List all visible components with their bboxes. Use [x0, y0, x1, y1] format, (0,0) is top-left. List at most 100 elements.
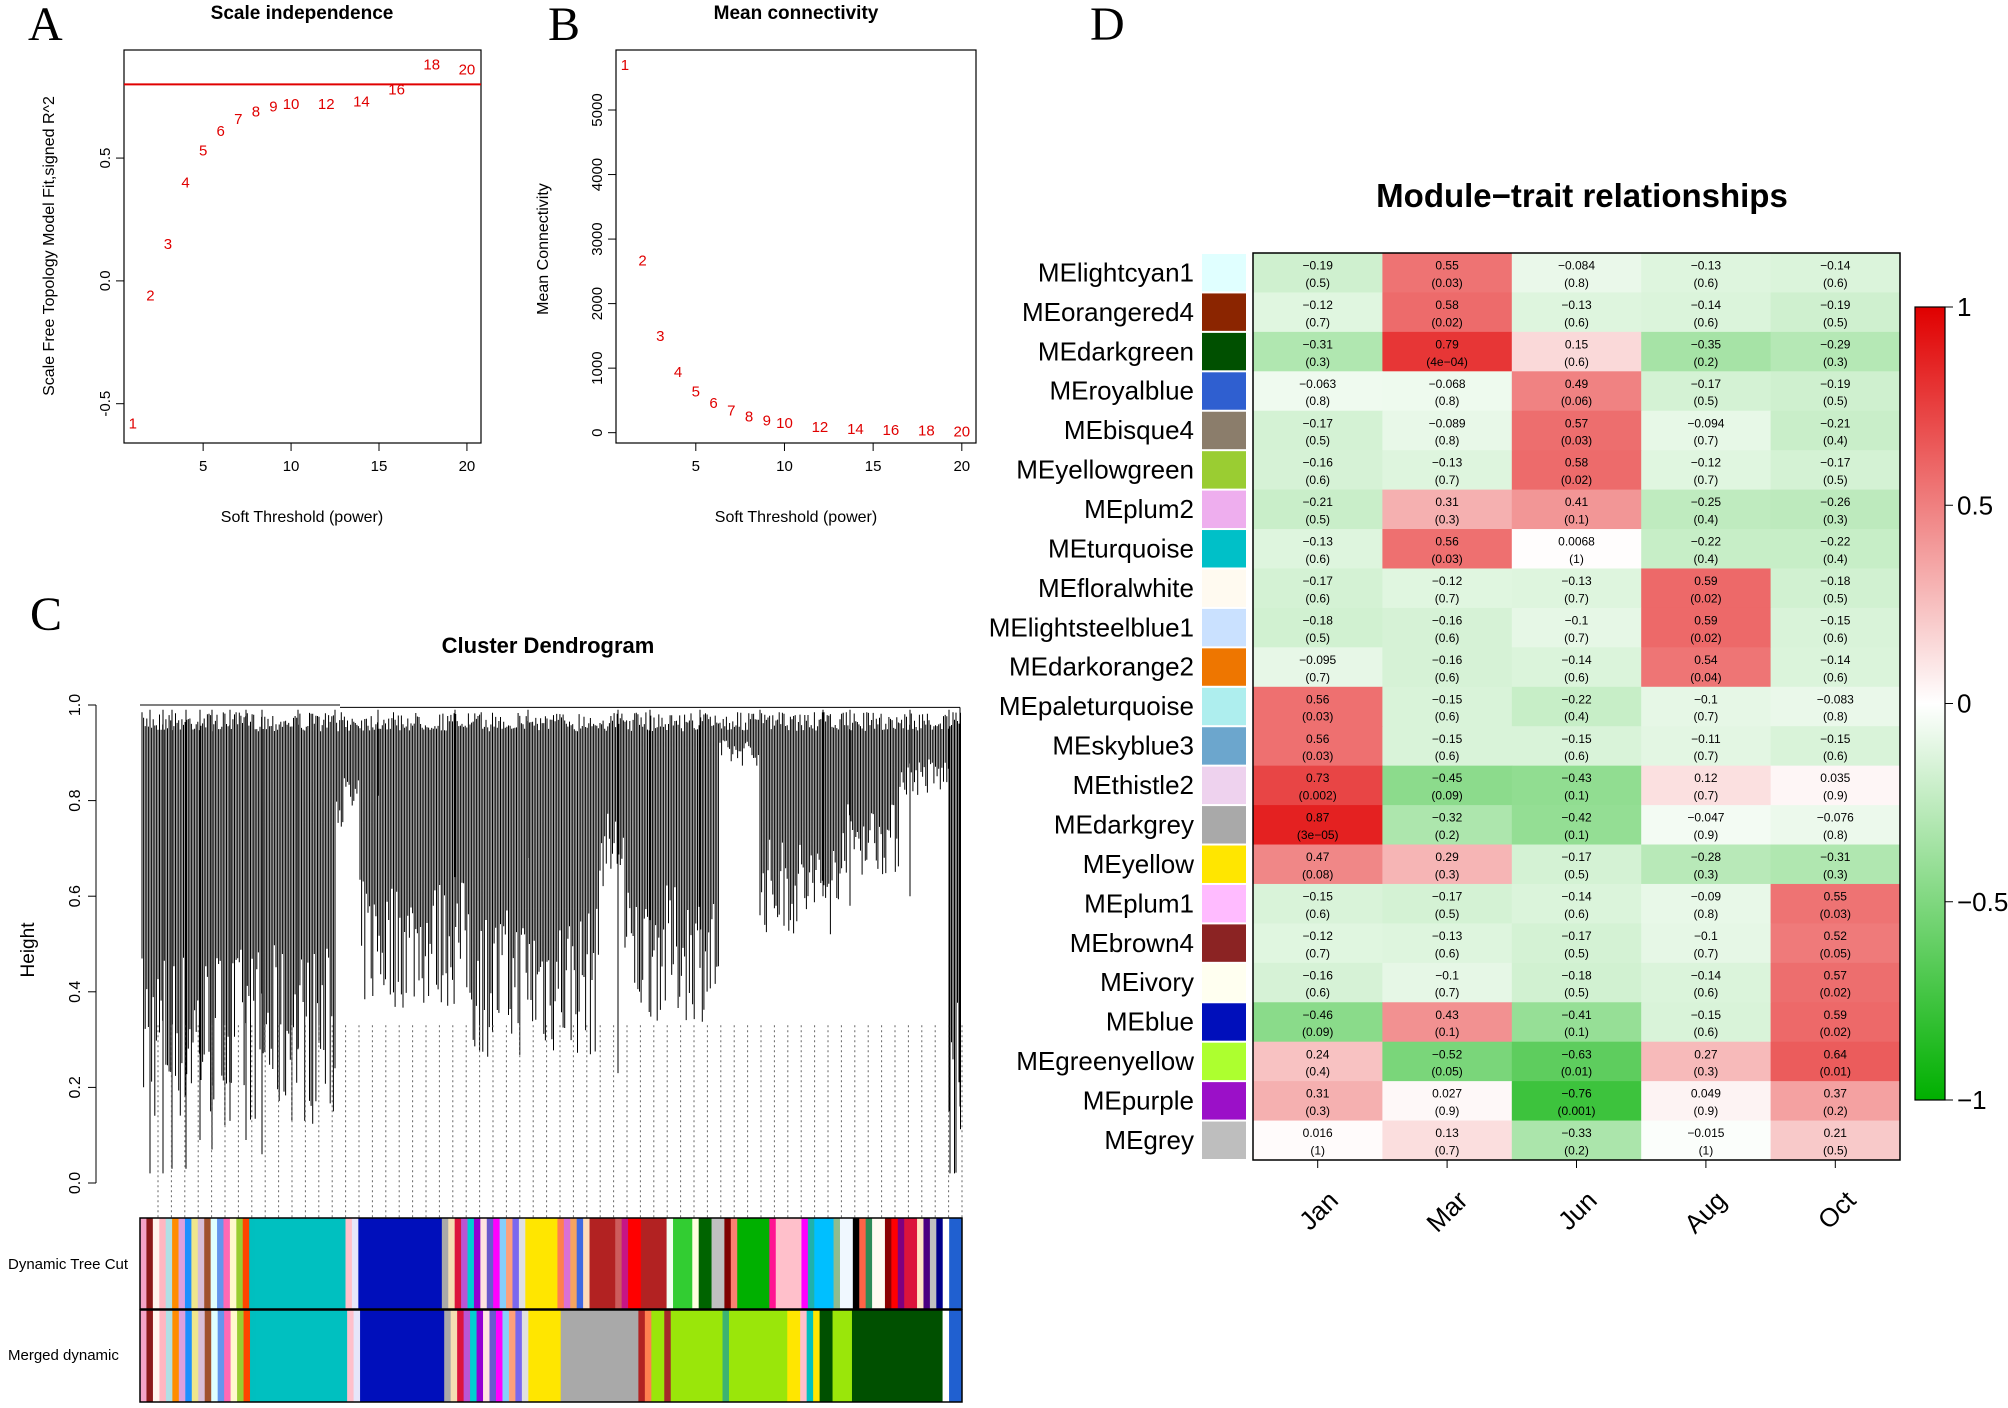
cell-p-value: (0.6) [1694, 276, 1719, 290]
cell-correlation: −0.52 [1432, 1047, 1463, 1061]
cell-p-value: (0.3) [1305, 355, 1330, 369]
cell-correlation: 0.59 [1824, 1008, 1848, 1022]
heatmap-cell [1382, 371, 1513, 412]
heatmap-cell [1641, 1081, 1772, 1122]
A-point-label: 1 [129, 415, 137, 432]
cell-correlation: −0.21 [1303, 495, 1334, 509]
track-segment [728, 1310, 788, 1402]
track-segment [666, 1218, 674, 1309]
heatmap-cell [1253, 292, 1383, 333]
cell-correlation: 0.64 [1824, 1047, 1848, 1061]
B-x-tick-label: 5 [692, 458, 700, 475]
cell-correlation: −0.14 [1691, 968, 1722, 982]
cell-p-value: (0.6) [1823, 670, 1848, 684]
cell-p-value: (0.01) [1561, 1065, 1592, 1079]
heatmap-cell [1641, 1120, 1772, 1161]
cell-correlation: 0.52 [1824, 929, 1848, 943]
module-row-label: MEyellow [1083, 849, 1194, 879]
track-segment [852, 1218, 860, 1309]
track-segment [448, 1218, 456, 1309]
cell-correlation: −0.089 [1429, 416, 1466, 430]
heatmap-cell [1253, 844, 1383, 885]
track-segment [711, 1218, 725, 1309]
panel-a-x-axis: 5 10 15 20 [199, 442, 475, 475]
cell-p-value: (0.7) [1305, 946, 1330, 960]
heatmap-cell [1382, 607, 1513, 648]
panel-c-cluster-dendrogram: C Cluster Dendrogram 0.00.20.40.60.81.0 … [8, 588, 963, 1403]
cell-p-value: (0.7) [1694, 434, 1719, 448]
c-y-tick-label: 0.4 [67, 981, 84, 1003]
cell-correlation: −0.46 [1303, 1008, 1334, 1022]
cell-correlation: −0.095 [1299, 653, 1336, 667]
module-color-swatch [1202, 1042, 1246, 1081]
panel-a-y-label: Scale Free Topology Model Fit,signed R^2 [41, 96, 58, 396]
heatmap-cell [1253, 805, 1383, 846]
cell-correlation: −0.17 [1303, 416, 1334, 430]
cell-p-value: (0.5) [1694, 394, 1719, 408]
cell-correlation: −0.1 [1694, 929, 1718, 943]
track-segment [457, 1310, 465, 1402]
cell-p-value: (0.6) [1823, 749, 1848, 763]
cell-correlation: −0.084 [1558, 259, 1595, 273]
cell-correlation: −0.22 [1820, 535, 1851, 549]
heatmap-cell [1511, 253, 1642, 293]
cell-correlation: −0.32 [1432, 811, 1463, 825]
panel-b-y-label: Mean Connectivity [535, 183, 552, 315]
cell-p-value: (0.5) [1564, 867, 1589, 881]
module-row-label: MEyellowgreen [1016, 455, 1194, 485]
cell-correlation: 0.49 [1565, 377, 1589, 391]
track-segment [345, 1218, 353, 1309]
cell-correlation: 0.59 [1694, 613, 1718, 627]
track-segment [493, 1218, 501, 1309]
track-segment [360, 1310, 445, 1402]
track-segment [502, 1310, 510, 1402]
cell-p-value: (0.8) [1823, 828, 1848, 842]
track-segment [184, 1218, 192, 1309]
heatmap-cell [1511, 529, 1642, 569]
cell-correlation: 0.027 [1432, 1087, 1462, 1101]
cell-p-value: (0.7) [1694, 710, 1719, 724]
track-segment [223, 1218, 231, 1309]
track-segment [242, 1218, 250, 1309]
heatmap-cell [1770, 883, 1901, 924]
cell-correlation: 0.29 [1435, 850, 1459, 864]
cell-p-value: (0.6) [1435, 631, 1460, 645]
cell-p-value: (0.9) [1823, 789, 1848, 803]
cell-correlation: −0.22 [1561, 692, 1592, 706]
cell-correlation: −0.19 [1303, 259, 1334, 273]
cell-p-value: (0.4) [1564, 710, 1589, 724]
cell-p-value: (0.3) [1823, 867, 1848, 881]
track-segment [670, 1310, 723, 1402]
cell-correlation: −0.31 [1820, 850, 1851, 864]
column-label: Mar [1420, 1185, 1473, 1238]
B-x-tick-label: 15 [865, 458, 882, 475]
cell-correlation: −0.12 [1303, 929, 1334, 943]
dendrogram-leaf-guides [157, 1025, 963, 1218]
B-point-label: 6 [709, 395, 717, 412]
heatmap-column-labels: Jan Mar Jun Aug Oct [1293, 1160, 1862, 1239]
cell-p-value: (0.7) [1305, 315, 1330, 329]
cell-correlation: −0.015 [1687, 1126, 1724, 1140]
cell-correlation: −0.17 [1432, 890, 1463, 904]
B-point-label: 5 [692, 383, 700, 400]
cell-correlation: −0.63 [1561, 1047, 1592, 1061]
track-segment [461, 1218, 468, 1309]
c-y-tick-label: 0.8 [67, 789, 84, 811]
cell-p-value: (0.7) [1305, 670, 1330, 684]
track-segment [621, 1218, 629, 1309]
cell-p-value: (0.6) [1305, 591, 1330, 605]
cell-correlation: −0.19 [1820, 298, 1851, 312]
track-segment [929, 1218, 937, 1309]
cell-correlation: −0.35 [1691, 337, 1722, 351]
cell-correlation: −0.17 [1691, 377, 1722, 391]
cell-correlation: 0.016 [1303, 1126, 1333, 1140]
cell-correlation: −0.42 [1561, 811, 1592, 825]
track-segment [628, 1218, 642, 1309]
cell-correlation: 0.55 [1435, 259, 1459, 273]
heatmap-cell [1253, 568, 1383, 609]
track-segment [463, 1310, 471, 1402]
cell-correlation: −0.41 [1561, 1008, 1592, 1022]
heatmap-cell [1770, 292, 1901, 333]
heatmap-cell [1511, 1120, 1642, 1161]
track-segment [801, 1218, 809, 1309]
